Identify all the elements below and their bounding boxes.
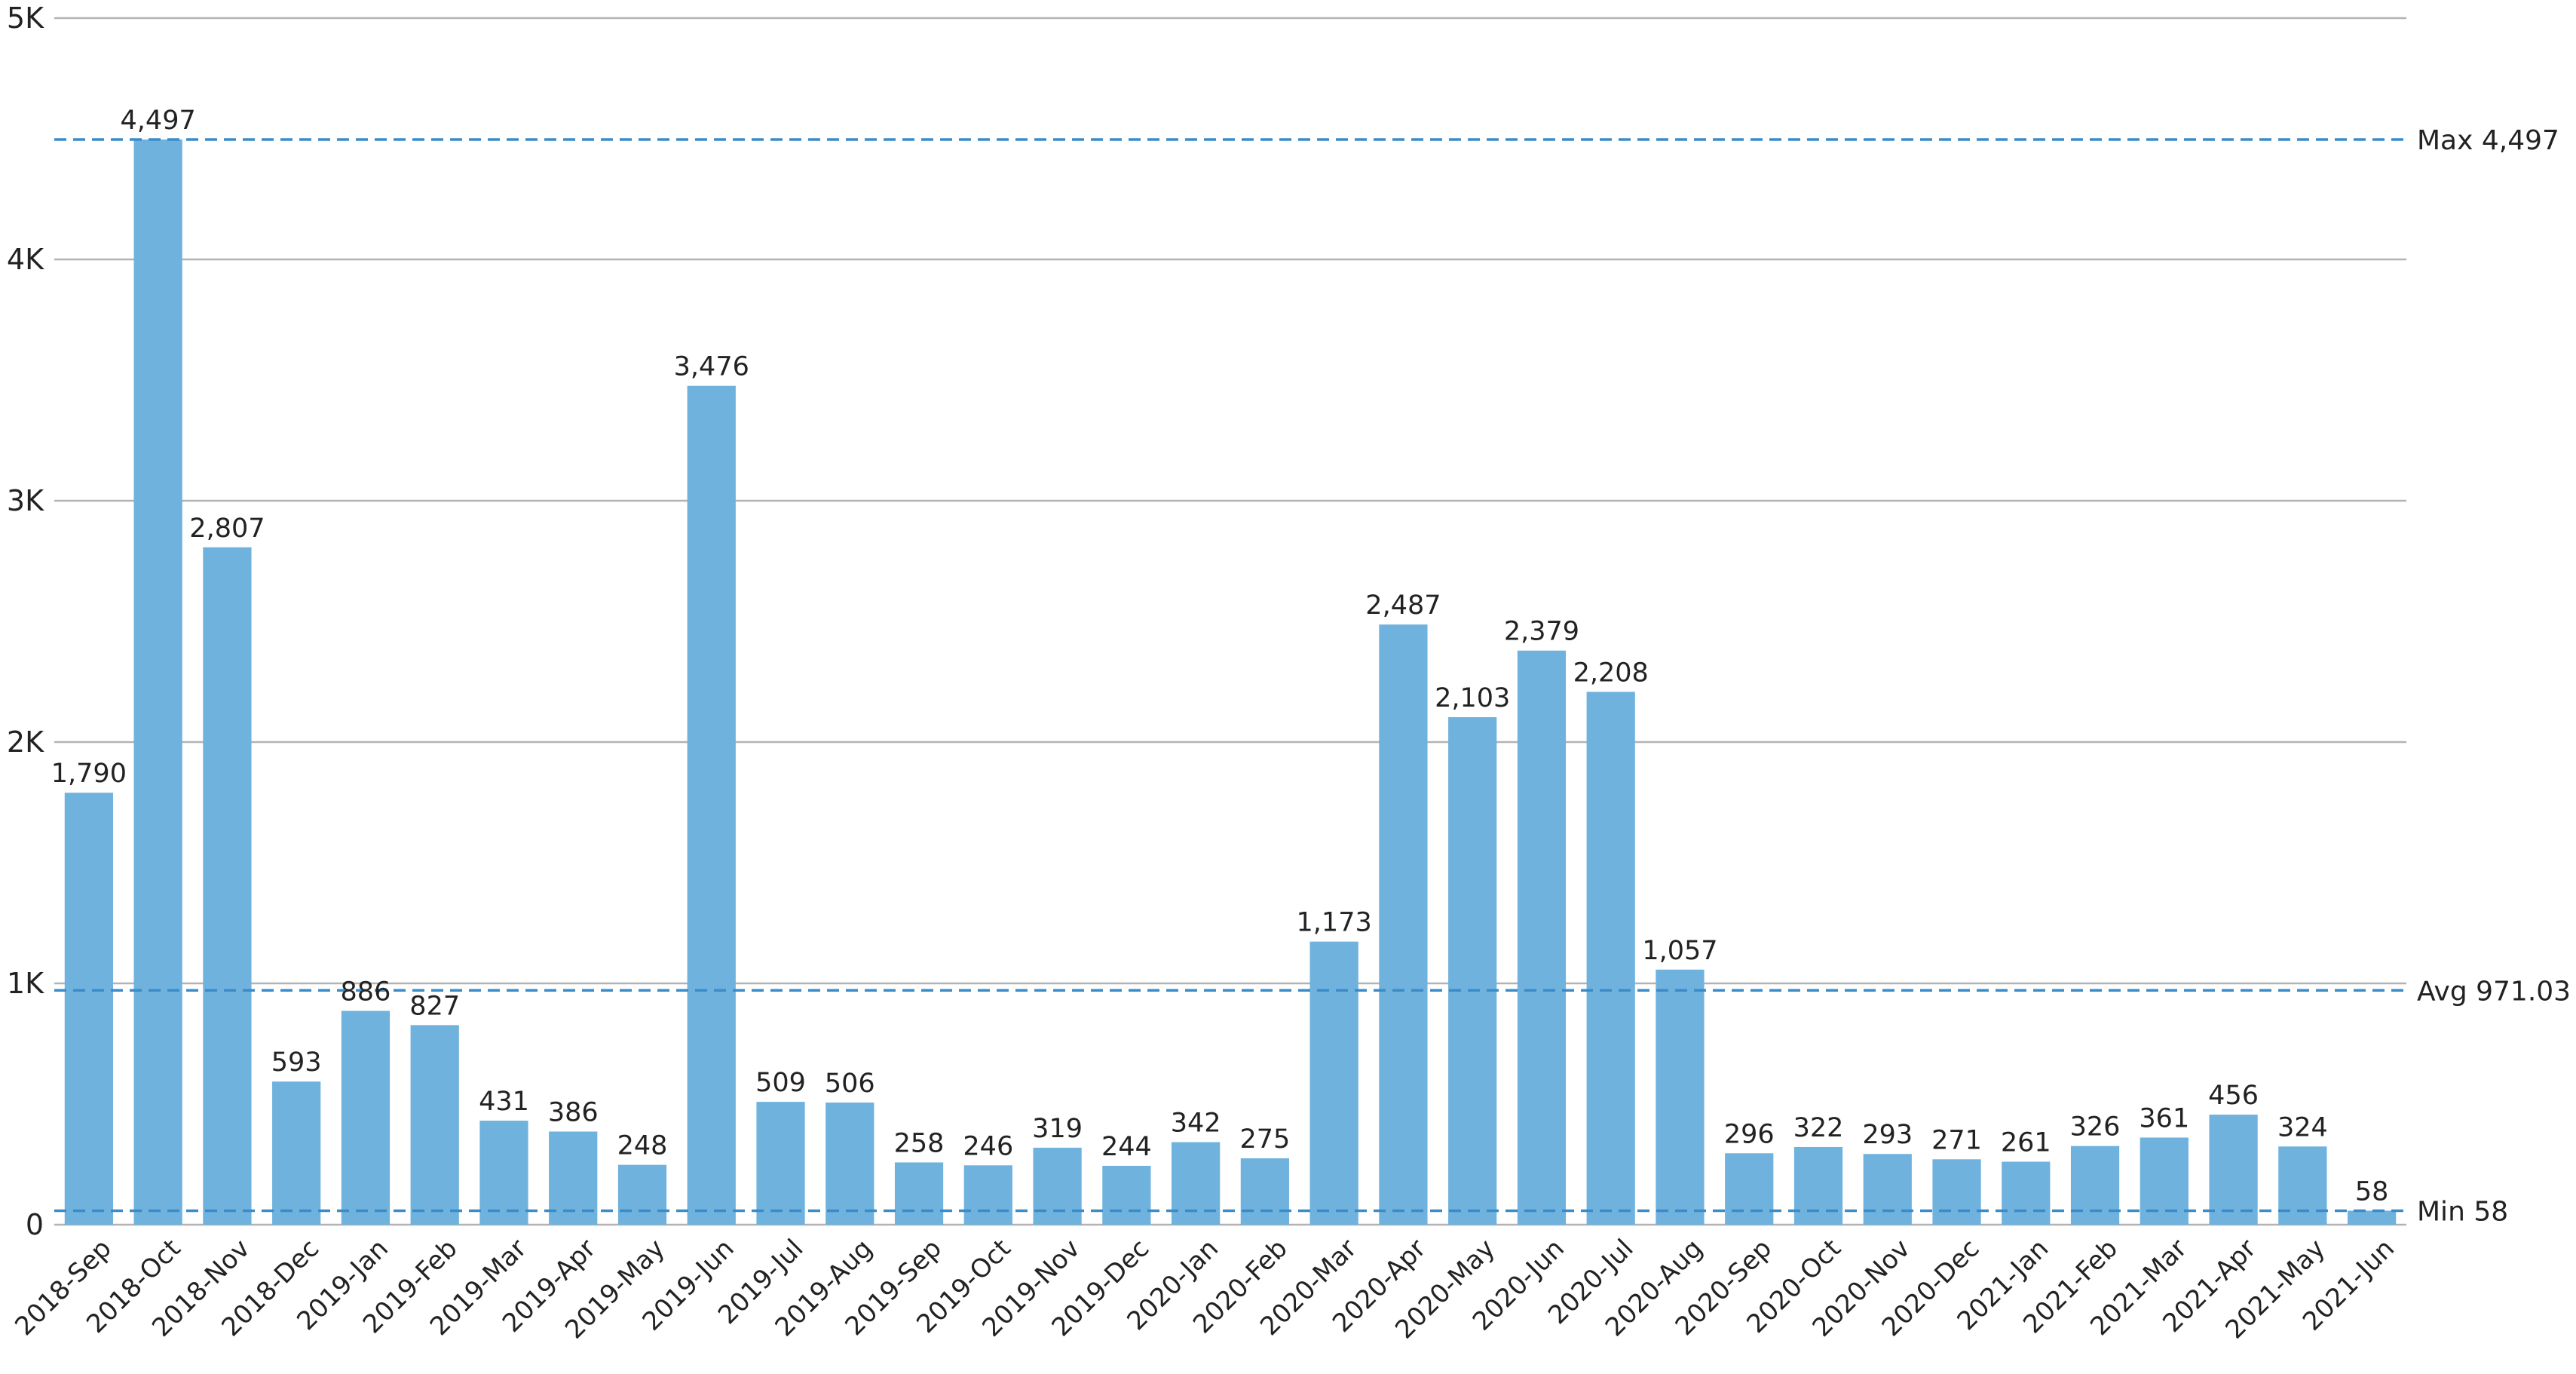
y-tick-label: 4K	[7, 243, 44, 276]
data-label: 431	[479, 1087, 529, 1117]
bar	[2209, 1115, 2258, 1225]
data-label: 2,208	[1573, 658, 1649, 688]
data-label: 244	[1101, 1132, 1152, 1162]
bar	[2348, 1210, 2397, 1225]
bar	[1379, 624, 1428, 1225]
data-label: 386	[548, 1097, 599, 1127]
bar	[1309, 941, 1358, 1225]
bar	[1932, 1159, 1981, 1225]
bar	[133, 139, 182, 1225]
bar	[687, 385, 736, 1225]
data-label: 506	[825, 1069, 875, 1099]
reference-lines: Max 4,497 Avg 971.03 Min 58	[54, 125, 2571, 1227]
y-tick-label: 0	[26, 1208, 44, 1241]
bar	[341, 1011, 391, 1225]
bar	[64, 793, 113, 1225]
bar	[479, 1121, 528, 1225]
data-label: 1,057	[1642, 936, 1717, 966]
y-tick-label: 1K	[7, 967, 44, 1000]
data-label: 2,103	[1435, 683, 1510, 713]
x-axis-ticks: 2018-Sep2018-Oct2018-Nov2018-Dec2019-Jan…	[9, 1234, 2400, 1345]
reference-line-label: Max 4,497	[2417, 125, 2559, 156]
data-label: 456	[2208, 1081, 2259, 1111]
data-label: 275	[1239, 1124, 1290, 1155]
bar	[1863, 1154, 1912, 1225]
data-label: 58	[2355, 1176, 2389, 1207]
bar	[825, 1103, 874, 1225]
bar	[1102, 1165, 1151, 1225]
y-axis-ticks: 0 1K 2K 3K 4K 5K	[7, 2, 44, 1241]
bar	[1172, 1142, 1221, 1225]
y-tick-label: 3K	[7, 484, 44, 517]
data-label: 2,807	[189, 514, 265, 544]
data-label: 886	[341, 977, 391, 1007]
reference-line-label: Avg 971.03	[2417, 976, 2571, 1007]
bar	[1033, 1147, 1082, 1225]
data-label: 361	[2139, 1103, 2189, 1133]
bar	[1517, 650, 1567, 1225]
data-label: 296	[1724, 1119, 1775, 1149]
y-tick-label: 5K	[7, 2, 44, 35]
bar	[1240, 1158, 1289, 1225]
bar	[617, 1164, 667, 1225]
data-label: 3,476	[674, 352, 749, 382]
bars	[64, 139, 2397, 1225]
bar	[1586, 692, 1635, 1225]
data-label: 827	[409, 991, 460, 1021]
data-label: 326	[2070, 1112, 2121, 1142]
data-label: 593	[271, 1047, 322, 1078]
data-label: 324	[2277, 1112, 2328, 1142]
data-label: 509	[755, 1068, 806, 1098]
bar	[272, 1081, 321, 1225]
bar	[1725, 1153, 1774, 1225]
data-label: 322	[1793, 1113, 1844, 1143]
bar	[1448, 717, 1497, 1225]
data-label: 319	[1032, 1114, 1083, 1144]
data-label: 2,487	[1365, 590, 1441, 621]
bar	[410, 1025, 459, 1225]
data-label: 246	[963, 1131, 1013, 1161]
bar	[549, 1131, 598, 1225]
data-label: 4,497	[121, 106, 196, 136]
bar	[894, 1162, 944, 1225]
data-label: 258	[894, 1128, 945, 1158]
data-label: 1,173	[1297, 908, 1372, 938]
gridlines	[54, 17, 2406, 1226]
bar	[2002, 1161, 2051, 1225]
bar	[963, 1165, 1012, 1225]
bar	[756, 1102, 805, 1225]
data-labels: 1,790 4,497 2,807 593 886 827 431 386 248 3,476 50…	[51, 106, 2389, 1207]
data-label: 342	[1171, 1109, 1221, 1139]
data-label: 1,790	[51, 759, 127, 789]
reference-line-label: Min 58	[2417, 1196, 2508, 1227]
bar	[203, 547, 252, 1225]
y-tick-label: 2K	[7, 725, 44, 759]
data-label: 271	[1931, 1125, 1982, 1155]
data-label: 2,379	[1504, 617, 1579, 647]
data-label: 293	[1862, 1120, 1913, 1150]
bar	[1656, 969, 1705, 1225]
bar	[2070, 1146, 2120, 1225]
bar	[1793, 1146, 1843, 1225]
bar	[2278, 1146, 2327, 1225]
data-label: 248	[617, 1131, 668, 1161]
data-label: 261	[2001, 1127, 2051, 1158]
